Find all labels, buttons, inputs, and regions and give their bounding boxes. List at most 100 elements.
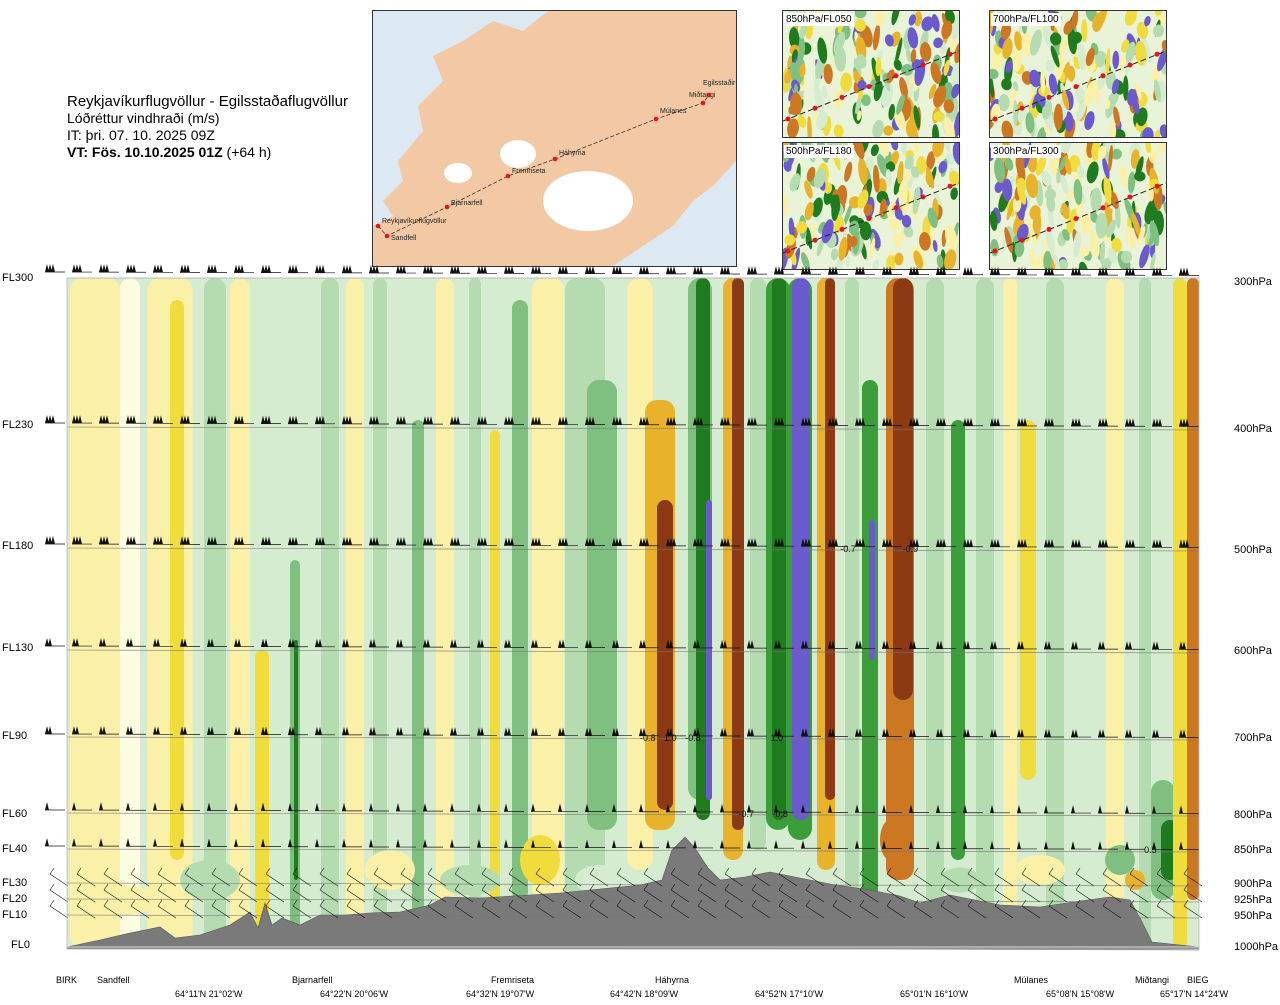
wind-barb-low [967, 867, 987, 887]
wind-barb [1071, 805, 1091, 814]
wind-barb [315, 264, 335, 274]
wind-barb-low [427, 867, 447, 887]
wind-barb [855, 840, 875, 849]
wind-barb [99, 802, 119, 811]
wind-barb [720, 640, 740, 649]
map-place-label: Háhyrna [559, 150, 586, 157]
wind-barb [72, 638, 92, 647]
hpa-label-900: 900hPa [1234, 878, 1272, 890]
wind-barb [423, 537, 443, 546]
wind-barb [747, 840, 767, 849]
wind-barb [99, 536, 119, 545]
wind-barb [639, 537, 659, 547]
wind-barb [990, 538, 1010, 548]
wind-barb [423, 265, 443, 274]
wind-barb [288, 264, 308, 274]
wind-barb [261, 415, 281, 424]
wind-barb-low [1156, 883, 1176, 903]
wind-barb [396, 265, 416, 274]
map-glacier-langjokull [444, 163, 472, 183]
wind-barb [909, 538, 929, 547]
wind-barb-low [535, 867, 555, 887]
coord-label-5: 64°52'N 17°10'W [755, 989, 824, 999]
field-band-43 [976, 278, 994, 949]
wind-barb-low [994, 867, 1014, 887]
map-route-point [375, 223, 381, 229]
wind-barb-low [481, 867, 501, 887]
wind-barb-low [157, 867, 177, 887]
wind-barb-low [859, 883, 879, 903]
wind-barb-low [697, 899, 717, 919]
wind-barb-low [76, 899, 96, 919]
wind-barb-low [670, 899, 690, 919]
hpa-label-300: 300hPa [1234, 276, 1272, 288]
wind-barb-low [1156, 867, 1176, 887]
value-annotation: -0.8 [685, 733, 701, 743]
wind-barb-low [238, 899, 258, 919]
wind-barb [936, 266, 956, 276]
field-band-15 [490, 430, 500, 920]
inset-label-850: 850hPa/FL050 [784, 13, 854, 26]
wind-barb-low [373, 867, 393, 887]
wind-barb [720, 538, 740, 547]
wind-barb-low [103, 899, 123, 919]
wind-barb [666, 803, 686, 813]
field-patch-7 [940, 867, 980, 893]
wind-barb-low [292, 883, 312, 903]
map-place-label: Bjarnarfell [451, 200, 483, 207]
wind-barb [261, 536, 281, 545]
wind-barb [909, 417, 929, 426]
wind-barb-low [535, 883, 555, 903]
field-band-42 [951, 420, 965, 860]
level-line-fl90 [66, 736, 1200, 741]
wind-barb [1098, 267, 1118, 276]
field-band-1 [120, 278, 140, 949]
wind-barb [1098, 805, 1118, 814]
wind-barb-low [1102, 899, 1122, 919]
wind-barb [342, 638, 362, 648]
value-annotations: -0.8 1.0 -0.8 1.0 -0.7 -0.8 -0.7 -0.9 0.5 [640, 544, 1157, 855]
wind-barb [1152, 805, 1172, 814]
wind-barb [963, 804, 983, 814]
wind-barb-low [454, 899, 474, 919]
wind-barb [612, 537, 632, 547]
field-band-52 [1173, 278, 1187, 949]
wind-barb-low [157, 899, 177, 919]
wind-barb [1152, 729, 1172, 738]
wind-barb [72, 415, 92, 424]
wind-barb [99, 415, 119, 424]
wind-barb [180, 638, 200, 647]
field-band-18 [532, 278, 564, 900]
wind-barb [180, 264, 200, 273]
wind-barb-low [157, 883, 177, 903]
level-line-fl180 [66, 547, 1200, 552]
wind-barb [936, 728, 956, 738]
wind-barb-low [832, 899, 852, 919]
wind-barb [477, 265, 497, 274]
wind-barb [1152, 539, 1172, 548]
wind-barb [531, 839, 551, 848]
map-place-label: Miðtangi [689, 91, 716, 99]
field-band-45 [1020, 420, 1036, 780]
value-annotation: 0.5 [1144, 845, 1157, 855]
wind-barb [234, 726, 254, 735]
wind-barb [828, 417, 848, 426]
wind-barb-low [562, 899, 582, 919]
wind-barb [585, 537, 605, 546]
map-place-label: Egilsstaðir [703, 79, 736, 87]
wind-barb [1044, 417, 1064, 427]
wind-barb-low [1129, 867, 1149, 887]
wind-barb [1044, 266, 1064, 276]
wind-barb-low [76, 883, 96, 903]
wind-barb-low [751, 899, 771, 919]
wind-barb [1179, 418, 1199, 427]
wind-barb [855, 804, 875, 813]
field-band-9 [321, 278, 339, 949]
wind-barb-low [400, 883, 420, 903]
wind-barb [1098, 418, 1118, 427]
field-band-10 [346, 278, 364, 949]
wind-barb [99, 638, 119, 647]
wind-barb-low [346, 899, 366, 919]
route-title: Reykjavíkurflugvöllur - Egilsstaðaflugvö… [67, 93, 348, 110]
wind-barb [207, 264, 227, 273]
